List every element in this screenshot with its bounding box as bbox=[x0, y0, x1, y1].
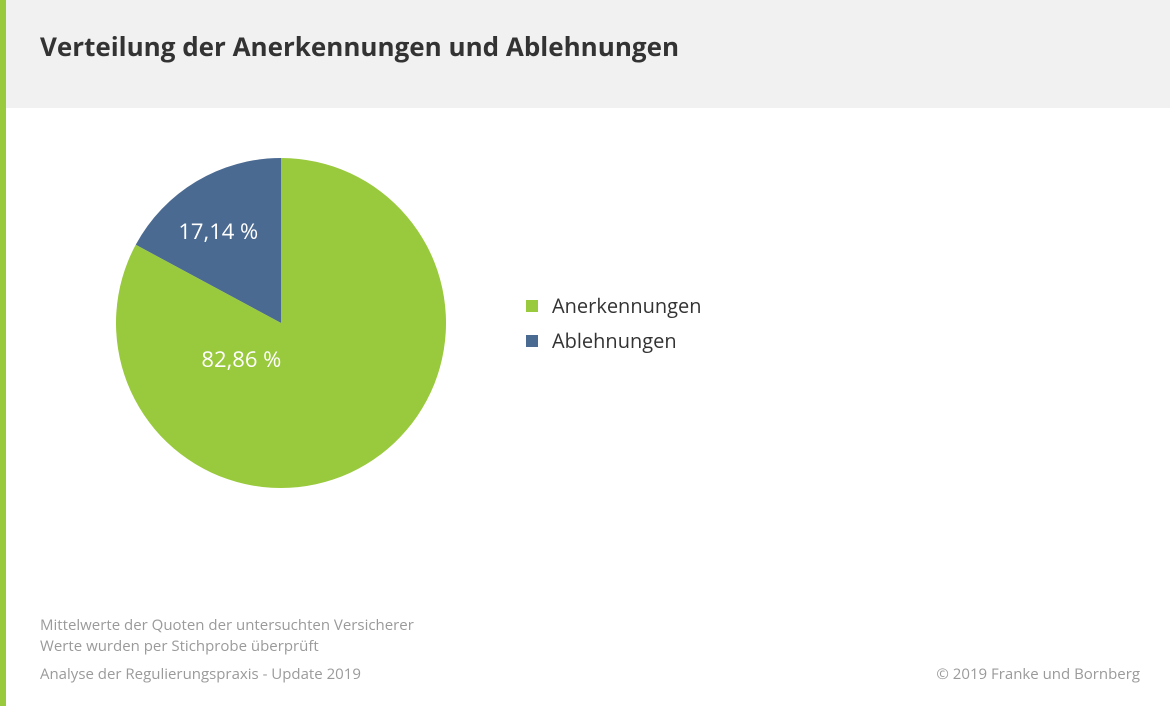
legend-item-ablehnungen: Ablehnungen bbox=[526, 327, 701, 354]
footer: Mittelwerte der Quoten der untersuchten … bbox=[40, 615, 1140, 684]
pie-chart: 82,86 % 17,14 % bbox=[116, 158, 446, 488]
footer-notes: Mittelwerte der Quoten der untersuchten … bbox=[40, 615, 414, 684]
pie-label-ablehnungen: 17,14 % bbox=[178, 216, 258, 246]
legend-label: Ablehnungen bbox=[552, 327, 677, 354]
header: Verteilung der Anerkennungen und Ablehnu… bbox=[6, 0, 1170, 108]
legend-label: Anerkennungen bbox=[552, 292, 701, 319]
chart-area: 82,86 % 17,14 % Anerkennungen Ablehnungen bbox=[6, 108, 1170, 488]
footer-note-3: Analyse der Regulierungspraxis - Update … bbox=[40, 664, 414, 684]
pie-svg bbox=[116, 158, 446, 488]
legend: Anerkennungen Ablehnungen bbox=[526, 284, 701, 362]
footer-note-1: Mittelwerte der Quoten der untersuchten … bbox=[40, 615, 414, 635]
legend-item-anerkennungen: Anerkennungen bbox=[526, 292, 701, 319]
legend-swatch-icon bbox=[526, 335, 538, 347]
footer-note-2: Werte wurden per Stichprobe überprüft bbox=[40, 636, 414, 656]
page: Verteilung der Anerkennungen und Ablehnu… bbox=[0, 0, 1170, 706]
footer-copyright: © 2019 Franke und Bornberg bbox=[936, 664, 1140, 684]
legend-swatch-icon bbox=[526, 300, 538, 312]
page-title: Verteilung der Anerkennungen und Ablehnu… bbox=[40, 28, 1136, 64]
pie-label-anerkennungen: 82,86 % bbox=[201, 344, 281, 374]
